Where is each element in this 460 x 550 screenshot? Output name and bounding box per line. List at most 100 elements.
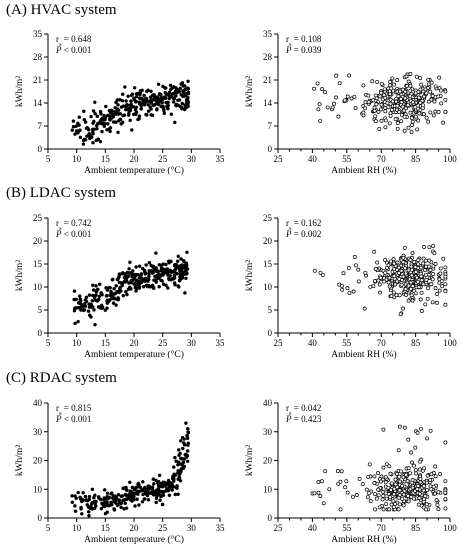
data-point <box>397 110 402 114</box>
data-point <box>363 270 368 275</box>
data-point <box>185 459 190 464</box>
data-point <box>415 279 420 284</box>
data-point <box>416 95 421 100</box>
data-point <box>142 101 147 106</box>
x-tick-label: 100 <box>443 338 457 348</box>
data-point <box>159 273 164 277</box>
data-point <box>409 116 414 120</box>
x-tick-label: 55 <box>342 154 352 164</box>
data-point <box>185 86 190 90</box>
data-point <box>149 99 154 104</box>
data-point <box>387 284 392 289</box>
data-point <box>171 100 176 104</box>
data-point <box>77 115 82 119</box>
y-tick-label: 30 <box>33 427 43 437</box>
data-point <box>424 115 429 120</box>
data-point <box>410 123 415 127</box>
data-point <box>408 94 413 99</box>
x-tick-label: 10 <box>72 338 82 348</box>
data-point <box>174 86 178 90</box>
data-point <box>394 293 399 298</box>
data-point <box>426 77 431 82</box>
x-tick-label: 15 <box>101 338 111 348</box>
data-point <box>429 472 434 477</box>
data-point <box>432 251 437 255</box>
data-point <box>386 492 391 496</box>
data-point <box>312 86 317 91</box>
data-point <box>373 279 377 283</box>
data-point <box>128 260 132 265</box>
data-point <box>388 113 393 118</box>
x-tick-label: 25 <box>274 338 284 348</box>
data-point <box>340 283 344 288</box>
data-point <box>142 97 147 101</box>
data-point <box>399 100 404 105</box>
data-point <box>162 108 166 113</box>
data-point <box>345 94 350 99</box>
data-point <box>404 472 409 477</box>
data-point <box>181 94 185 99</box>
data-point <box>415 430 420 435</box>
data-point <box>124 289 128 294</box>
data-point <box>318 270 323 275</box>
data-point <box>323 469 328 474</box>
data-point <box>443 479 448 484</box>
data-point <box>122 486 126 490</box>
data-point <box>166 479 171 483</box>
data-point <box>346 266 351 270</box>
data-point <box>416 262 421 267</box>
data-point <box>423 268 427 273</box>
data-point <box>84 295 89 300</box>
data-point <box>120 281 125 285</box>
data-point <box>411 463 416 468</box>
data-point <box>114 303 118 307</box>
data-point <box>149 89 153 94</box>
data-point <box>388 471 393 476</box>
data-point <box>392 82 396 87</box>
y-tick-label: 10 <box>263 282 273 292</box>
data-point <box>134 92 139 96</box>
data-point <box>443 497 448 502</box>
data-point <box>410 478 415 482</box>
data-point <box>146 88 150 92</box>
data-point <box>139 107 144 111</box>
data-point <box>76 131 80 135</box>
data-point <box>360 482 365 487</box>
data-point <box>72 297 76 302</box>
data-point <box>82 308 87 312</box>
data-point <box>323 90 327 95</box>
data-point <box>117 289 121 293</box>
scatter-points <box>312 72 448 135</box>
x-axis-label: Ambient RH (%) <box>331 165 396 176</box>
data-point <box>96 297 101 302</box>
data-point <box>402 128 407 133</box>
data-point <box>91 288 96 292</box>
data-point <box>91 109 96 113</box>
data-point <box>100 502 104 506</box>
data-point <box>366 93 371 98</box>
x-tick-label: 15 <box>101 523 111 533</box>
data-point <box>137 117 141 121</box>
data-point <box>443 440 448 445</box>
data-point <box>375 260 380 265</box>
data-point <box>400 104 405 109</box>
data-point <box>73 306 78 310</box>
data-point <box>163 270 168 274</box>
data-point <box>81 490 85 495</box>
data-point <box>419 290 424 295</box>
x-tick-label: 55 <box>342 338 352 348</box>
data-point <box>418 76 423 81</box>
data-point <box>394 472 399 476</box>
data-point <box>161 282 166 286</box>
data-point <box>424 91 429 96</box>
data-point <box>140 500 145 504</box>
data-point <box>93 100 97 105</box>
data-point <box>150 283 155 288</box>
p-value: P = 0.423 <box>285 414 322 424</box>
data-point <box>433 262 438 266</box>
data-point <box>388 495 393 500</box>
data-point <box>368 499 373 503</box>
data-point <box>434 498 439 503</box>
data-point <box>440 284 445 289</box>
data-point <box>413 91 418 96</box>
